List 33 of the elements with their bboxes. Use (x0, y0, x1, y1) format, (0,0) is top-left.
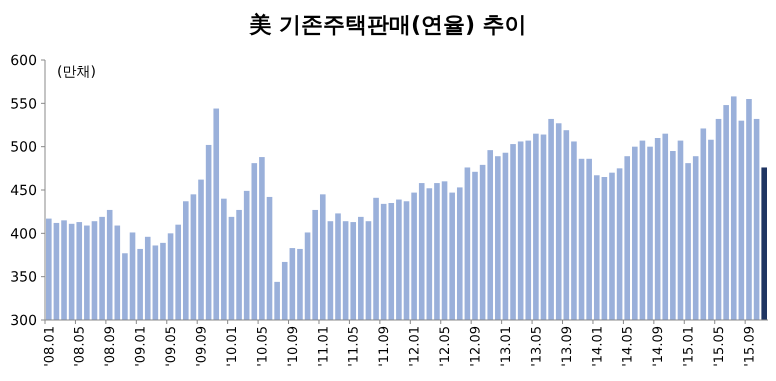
x-tick-label: '14.01 (590, 326, 606, 367)
x-tick-label: '11.05 (346, 326, 362, 367)
x-tick-label: '08.01 (42, 326, 58, 367)
x-tick-label: '13.09 (560, 326, 575, 367)
x-tick-label: '12.09 (468, 326, 484, 367)
y-tick-label: 500 (10, 140, 37, 156)
x-tick-label: '08.05 (72, 326, 88, 367)
annotation: (만채) (57, 64, 96, 80)
x-tick-label: '11.01 (316, 326, 332, 367)
x-tick-label: '08.09 (103, 326, 118, 367)
x-tick-label: '09.01 (134, 326, 149, 367)
x-tick-label: '11.09 (377, 326, 392, 367)
y-tick-label: 300 (10, 313, 37, 329)
x-tick-label: '15.01 (682, 326, 697, 367)
x-tick-label: '10.05 (255, 326, 270, 367)
x-tick-label: '09.05 (164, 326, 180, 367)
x-tick-label: '12.01 (408, 326, 423, 367)
x-tick-label: '14.09 (651, 326, 666, 367)
x-tick-label: '12.05 (438, 326, 454, 367)
x-tick-label: '15.09 (742, 326, 758, 367)
y-tick-label: 550 (10, 96, 37, 112)
y-tick-label: 450 (10, 183, 37, 199)
x-tick-label: '10.01 (224, 326, 240, 367)
x-tick-label: '09.09 (194, 326, 210, 367)
x-tick-label: '13.05 (529, 326, 544, 367)
y-tick-label: 400 (10, 226, 37, 242)
y-tick-label: 350 (10, 270, 37, 286)
x-tick-label: '15.05 (712, 326, 728, 367)
y-tick-label: 600 (10, 53, 37, 69)
x-tick-label: '10.09 (286, 326, 301, 367)
x-tick-label: '13.01 (498, 326, 514, 367)
chart-title: 美 기존주택판매(연율) 추이 (248, 12, 527, 38)
x-tick-label: '14.05 (620, 326, 636, 367)
